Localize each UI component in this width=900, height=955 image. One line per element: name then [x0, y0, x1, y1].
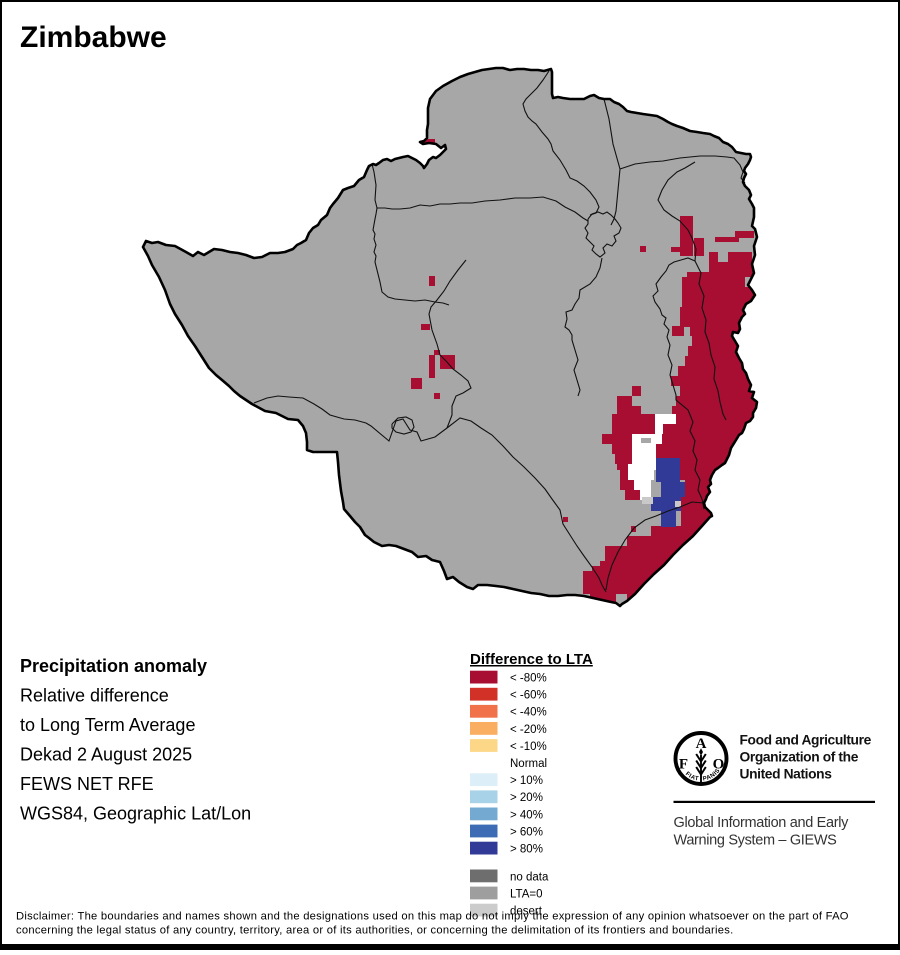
svg-text:Food and Agriculture: Food and Agriculture: [740, 733, 872, 748]
svg-text:< -40%: < -40%: [510, 707, 547, 719]
svg-text:F: F: [679, 757, 688, 773]
svg-text:> 80%: > 80%: [510, 844, 543, 856]
svg-text:Relative difference: Relative difference: [20, 686, 169, 706]
svg-text:United Nations: United Nations: [740, 767, 833, 782]
svg-text:Dekad 2 August 2025: Dekad 2 August 2025: [20, 745, 192, 765]
svg-text:Normal: Normal: [510, 758, 547, 770]
svg-text:< -10%: < -10%: [510, 741, 547, 753]
svg-text:< -60%: < -60%: [510, 690, 547, 702]
svg-text:to Long Term Average: to Long Term Average: [20, 715, 195, 735]
svg-text:O: O: [713, 757, 725, 773]
svg-text:desert: desert: [510, 906, 543, 918]
svg-text:Difference to LTA: Difference to LTA: [470, 651, 593, 668]
svg-text:FEWS NET RFE: FEWS NET RFE: [20, 774, 154, 794]
svg-text:concerning the legal status of: concerning the legal status of any count…: [16, 925, 733, 937]
svg-text:Zimbabwe: Zimbabwe: [20, 21, 167, 54]
svg-text:A: A: [696, 736, 707, 752]
svg-text:> 10%: > 10%: [510, 775, 543, 787]
svg-text:FIAT: FIAT: [684, 771, 699, 782]
svg-text:LTA=0: LTA=0: [510, 888, 543, 900]
svg-text:Warning System – GIEWS: Warning System – GIEWS: [674, 833, 837, 849]
svg-text:Precipitation anomaly: Precipitation anomaly: [20, 656, 207, 676]
svg-text:Disclaimer: The boundaries and: Disclaimer: The boundaries and names sho…: [16, 911, 849, 923]
svg-text:< -80%: < -80%: [510, 673, 547, 685]
svg-text:Organization of the: Organization of the: [740, 750, 859, 765]
svg-text:Global Information and Early: Global Information and Early: [674, 815, 850, 831]
svg-text:> 60%: > 60%: [510, 826, 543, 838]
svg-text:> 20%: > 20%: [510, 792, 543, 804]
svg-text:< -20%: < -20%: [510, 724, 547, 736]
svg-text:WGS84, Geographic Lat/Lon: WGS84, Geographic Lat/Lon: [20, 804, 251, 824]
svg-text:> 40%: > 40%: [510, 809, 543, 821]
svg-text:no data: no data: [510, 871, 549, 883]
